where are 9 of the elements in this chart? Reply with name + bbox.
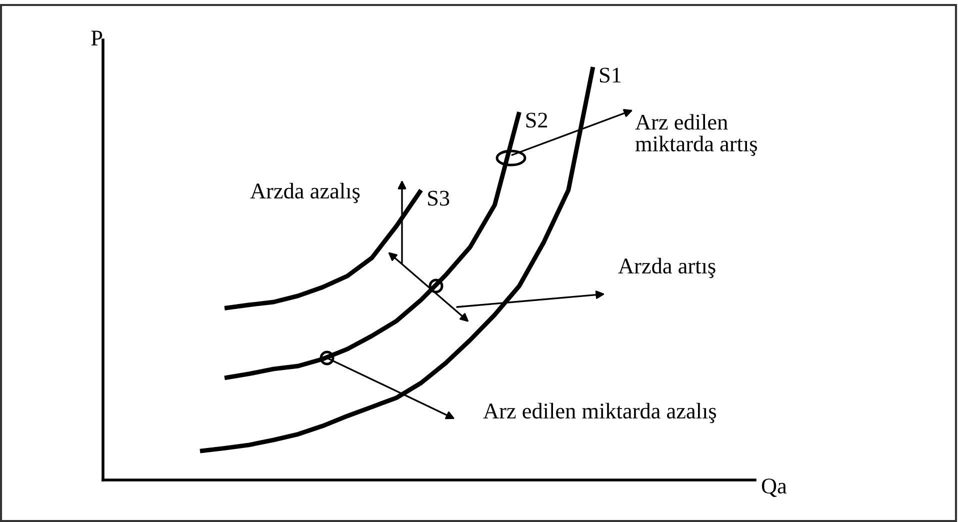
text: Qa	[762, 478, 787, 497]
annotation: Arz edilen miktarda azalış	[483, 402, 716, 424]
y-axis-title: P	[91, 30, 102, 46]
series-label: S2	[526, 112, 548, 128]
text: Arz edilen miktarda artış	[635, 114, 757, 156]
text: Arzda artış	[618, 258, 716, 278]
legend-label: S3	[428, 190, 450, 206]
series-label: S1	[600, 68, 621, 83]
annotation: Arzda azalış	[250, 182, 360, 204]
